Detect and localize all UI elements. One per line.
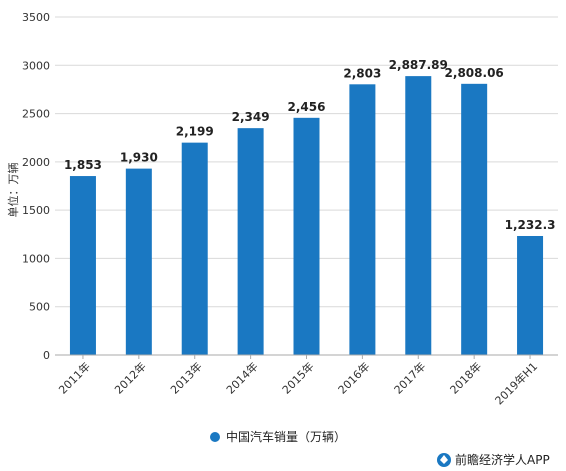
data-label: 2,199: [176, 125, 214, 139]
y-tick-label: 500: [29, 301, 50, 314]
y-tick-label: 0: [43, 349, 50, 362]
x-tick-label: 2011年: [56, 359, 93, 396]
legend-label: 中国汽车销量（万辆）: [226, 429, 346, 444]
y-tick-label: 3000: [22, 59, 50, 72]
bar: [69, 176, 96, 355]
bar: [293, 117, 320, 355]
bar: [461, 83, 488, 356]
y-axis-label: 单位：万辆: [6, 163, 20, 218]
bar: [349, 84, 376, 355]
x-axis-ticks: 2011年 2012年 2013年 2014年 2015年 2016年 2017年 2018年…: [56, 355, 540, 407]
data-label: 1,232.3: [505, 218, 556, 232]
bar: [405, 76, 432, 355]
y-tick-label: 1000: [22, 252, 50, 265]
data-label: 2,808.06: [445, 66, 504, 80]
x-tick-label: 2016年: [335, 359, 372, 396]
data-labels: 1,853 1,930 2,199 2,349 2,456 2,803 2,887.892,…: [64, 58, 556, 232]
footer-brand: 前瞻经济学人APP: [437, 452, 550, 467]
x-tick-label: 2014年: [223, 359, 260, 396]
x-tick-label: 2017年: [391, 359, 428, 396]
legend-marker: [210, 432, 220, 442]
legend: 中国汽车销量（万辆）: [210, 429, 346, 444]
y-tick-label: 2000: [22, 156, 50, 169]
bars: [69, 76, 544, 356]
bar: [517, 235, 544, 355]
brand-logo-mark: [440, 455, 448, 464]
y-tick-label: 2500: [22, 108, 50, 121]
x-tick-label: 2012年: [111, 359, 148, 396]
data-label: 1,853: [64, 158, 102, 172]
data-label: 2,456: [288, 100, 326, 114]
x-tick-label: 2013年: [167, 359, 204, 396]
bar: [181, 142, 208, 355]
y-axis-ticks: 0 500 1000 1500 2000 2500 3000 3500: [22, 11, 50, 362]
data-label: 1,930: [120, 151, 158, 165]
brand-text: 前瞻经济学人APP: [455, 452, 550, 467]
data-label: 2,887.89: [389, 58, 448, 72]
x-tick-label: 2015年: [279, 359, 316, 396]
data-label: 2,349: [232, 110, 270, 124]
y-tick-label: 3500: [22, 11, 50, 24]
x-tick-label: 2018年: [447, 359, 484, 396]
bar: [237, 128, 264, 355]
x-tick-label: 2019年H1: [492, 359, 540, 407]
bar: [125, 168, 152, 355]
y-tick-label: 1500: [22, 204, 50, 217]
data-label: 2,803: [343, 66, 381, 80]
